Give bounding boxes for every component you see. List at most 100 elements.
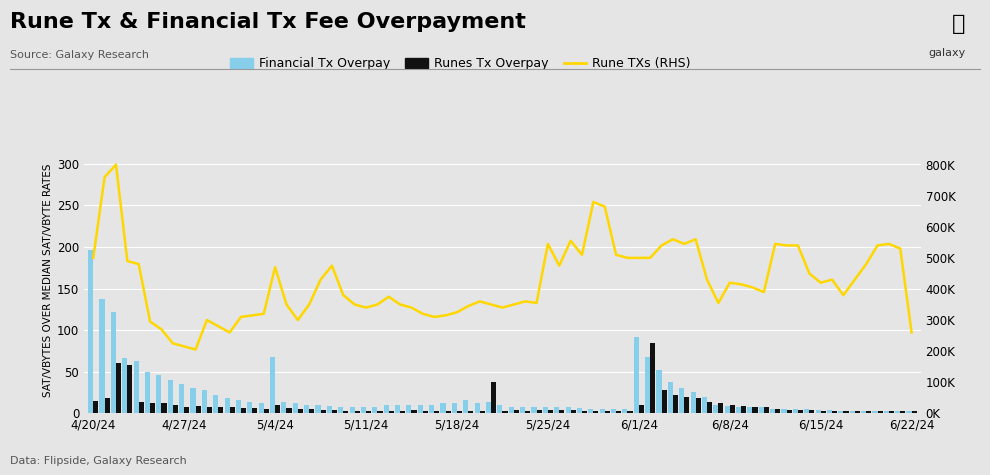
Bar (116, 363, 121, 413)
Bar (547, 410, 553, 413)
Bar (707, 402, 712, 413)
Bar (441, 403, 446, 413)
Bar (435, 411, 440, 413)
Bar (628, 411, 633, 413)
Bar (866, 411, 871, 413)
Bar (497, 405, 503, 413)
Bar (122, 358, 128, 413)
Bar (747, 407, 752, 413)
Bar (588, 409, 593, 413)
Bar (758, 408, 764, 413)
Bar (395, 405, 400, 413)
Bar (861, 411, 866, 413)
Bar (293, 403, 298, 413)
Bar (525, 411, 531, 413)
Bar (605, 411, 610, 413)
Bar (713, 405, 719, 413)
Bar (725, 406, 730, 413)
Bar (474, 403, 480, 413)
Bar (179, 384, 184, 413)
Bar (900, 411, 906, 413)
Bar (691, 392, 696, 413)
Bar (520, 407, 525, 413)
Bar (339, 407, 344, 413)
Rune TXs (RHS) (519, 298, 531, 304)
Text: Source: Galaxy Research: Source: Galaxy Research (10, 50, 148, 60)
Rune TXs (RHS) (792, 243, 804, 248)
Bar (684, 397, 689, 413)
Bar (418, 405, 423, 413)
Bar (559, 410, 564, 413)
Bar (787, 410, 792, 413)
Bar (105, 398, 110, 413)
Bar (111, 312, 116, 413)
Line: Rune TXs (RHS): Rune TXs (RHS) (93, 165, 912, 350)
Bar (486, 402, 491, 413)
Bar (570, 410, 576, 413)
Bar (843, 411, 848, 413)
Rune TXs (RHS) (110, 162, 122, 168)
Bar (309, 409, 314, 413)
Bar (258, 403, 263, 413)
Legend: Financial Tx Overpay, Runes Tx Overpay, Rune TXs (RHS): Financial Tx Overpay, Runes Tx Overpay, … (226, 52, 696, 76)
Bar (543, 407, 547, 413)
Bar (429, 405, 435, 413)
Rune TXs (RHS) (815, 280, 827, 285)
Bar (730, 405, 735, 413)
Bar (377, 411, 382, 413)
Bar (793, 409, 798, 413)
Bar (832, 411, 838, 413)
Bar (645, 357, 650, 413)
Bar (361, 408, 366, 413)
Bar (623, 409, 628, 413)
Bar (161, 403, 166, 413)
Bar (298, 409, 303, 413)
Bar (93, 401, 98, 413)
Text: Data: Flipside, Galaxy Research: Data: Flipside, Galaxy Research (10, 456, 187, 466)
Bar (611, 409, 616, 413)
Bar (854, 411, 860, 413)
Bar (248, 402, 252, 413)
Bar (327, 406, 332, 413)
Bar (775, 409, 780, 413)
Bar (679, 389, 684, 413)
Bar (332, 410, 337, 413)
Bar (389, 411, 394, 413)
Bar (225, 398, 230, 413)
Bar (202, 390, 207, 413)
Bar (503, 411, 508, 413)
Bar (156, 375, 161, 413)
Bar (207, 407, 212, 413)
Bar (656, 370, 661, 413)
Bar (372, 407, 377, 413)
Bar (384, 405, 389, 413)
Bar (509, 407, 514, 413)
Bar (634, 337, 639, 413)
Bar (321, 410, 326, 413)
Bar (565, 408, 570, 413)
Bar (463, 400, 468, 413)
Bar (275, 405, 280, 413)
Bar (150, 403, 155, 413)
Bar (139, 402, 144, 413)
Bar (907, 411, 912, 413)
Bar (99, 299, 105, 413)
Bar (468, 411, 473, 413)
Bar (354, 411, 359, 413)
Bar (719, 403, 724, 413)
Bar (582, 411, 587, 413)
Bar (167, 380, 173, 413)
Bar (145, 371, 150, 413)
Bar (650, 342, 655, 413)
Bar (593, 411, 599, 413)
Text: ⦾: ⦾ (951, 14, 965, 34)
Rune TXs (RHS) (292, 317, 304, 323)
Bar (128, 365, 133, 413)
Bar (491, 382, 496, 413)
Bar (821, 411, 826, 413)
Bar (190, 389, 196, 413)
Bar (252, 408, 257, 413)
Bar (764, 408, 769, 413)
Bar (600, 409, 605, 413)
Bar (912, 411, 917, 413)
